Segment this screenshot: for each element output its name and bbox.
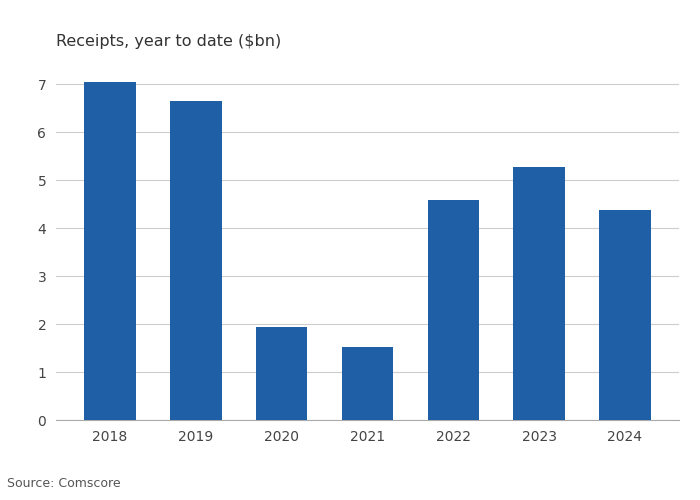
Bar [428, 200, 479, 420]
Bar [599, 210, 651, 420]
Bar [513, 167, 565, 420]
Bar [170, 101, 222, 420]
Bar [256, 328, 307, 420]
Text: Receipts, year to date ($bn): Receipts, year to date ($bn) [56, 34, 281, 49]
Text: Source: Comscore: Source: Comscore [7, 477, 120, 490]
Bar [342, 347, 393, 420]
Bar [84, 82, 136, 420]
